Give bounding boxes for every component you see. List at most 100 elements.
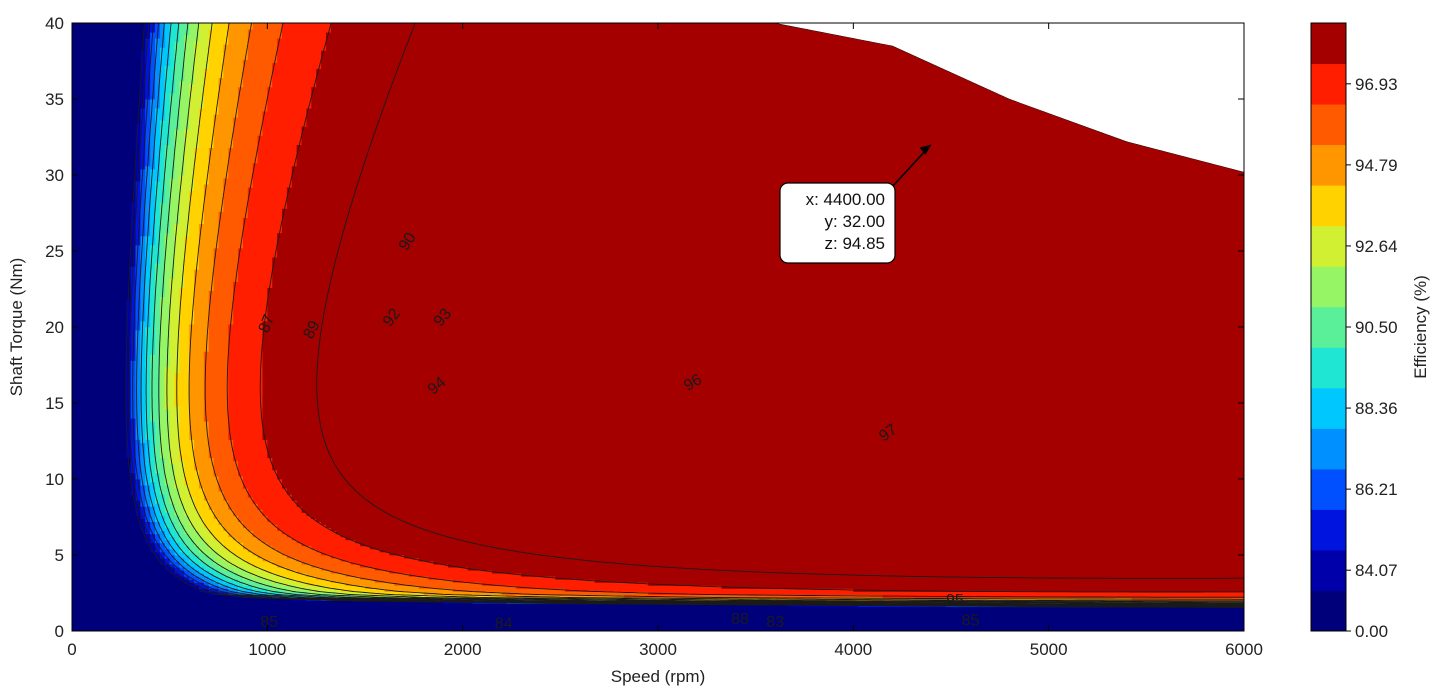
contour-band-fill — [169, 557, 176, 562]
contour-band-fill — [203, 551, 220, 556]
contour-band-fill — [184, 274, 195, 279]
contour-band-fill — [135, 253, 141, 258]
contour-band-fill — [223, 189, 249, 194]
contour-band-fill — [189, 536, 205, 541]
contour-band-fill — [135, 147, 141, 152]
contour-band-fill — [159, 433, 171, 437]
contour-band-fill — [169, 23, 181, 27]
contour-band-fill — [159, 360, 171, 364]
contour-band-fill — [72, 116, 141, 121]
contour-band-fill — [267, 594, 283, 598]
contour-band-fill — [242, 244, 278, 249]
contour-band-fill — [164, 23, 171, 27]
contour-band-fill — [262, 384, 1244, 389]
contour-band-fill — [179, 290, 195, 294]
contour-band-fill — [194, 65, 210, 69]
contour-band-fill — [174, 171, 185, 176]
contour-band-fill — [242, 68, 273, 73]
contour-band-fill — [555, 575, 1244, 580]
colorbar-title: Efficiency (%) — [1411, 275, 1430, 379]
contour-band-fill — [140, 71, 146, 76]
contour-band-fill — [203, 80, 220, 85]
contour-band-fill — [169, 490, 181, 495]
contour-band-fill — [145, 253, 151, 258]
contour-band-fill — [184, 141, 200, 145]
contour-band-fill — [247, 195, 288, 200]
contour-band-fill — [72, 86, 141, 91]
contour-band-fill — [374, 578, 454, 583]
contour-band-fill — [145, 211, 151, 215]
contour-band-fill — [140, 274, 146, 279]
contour-band-fill — [135, 290, 141, 294]
contour-band-fill — [262, 129, 303, 133]
contour-band-fill — [228, 375, 264, 380]
contour-band-fill — [267, 569, 298, 574]
contour-band-fill — [213, 125, 234, 130]
contour-band-fill — [262, 329, 1244, 334]
contour-band-fill — [252, 530, 283, 535]
contour-band-fill — [72, 168, 137, 173]
contour-band-fill — [140, 472, 146, 477]
contour-band-fill — [164, 144, 176, 149]
contour-band-fill — [228, 366, 264, 370]
contour-band-fill — [277, 238, 1244, 243]
contour-band-fill — [281, 591, 307, 595]
contour-band-fill — [155, 505, 161, 510]
contour-band-fill — [150, 287, 156, 291]
contour-band-fill — [194, 74, 205, 79]
contour-band-fill — [140, 475, 146, 480]
contour-band-fill — [242, 566, 264, 571]
contour-band-fill — [194, 159, 210, 164]
contour-band-fill — [198, 259, 215, 264]
contour-band-fill — [208, 344, 229, 349]
contour-band-fill — [272, 256, 1244, 261]
contour-band-fill — [242, 478, 283, 483]
contour-band-fill — [164, 159, 176, 164]
contour-band-fill — [140, 463, 146, 468]
contour-band-fill — [135, 299, 141, 304]
contour-band-fill — [262, 411, 1244, 416]
contour-band-fill — [179, 89, 190, 94]
contour-band-fill — [72, 396, 127, 401]
contour-band-fill — [228, 37, 249, 42]
contour-band-fill — [135, 393, 141, 398]
contour-band-fill — [145, 244, 151, 249]
contour-band-fill — [184, 250, 200, 255]
contour-band-fill — [208, 429, 229, 434]
contour-band-fill — [145, 68, 151, 73]
contour-band-fill — [213, 548, 229, 553]
contour-band-fill — [262, 390, 1244, 395]
contour-band-fill — [208, 293, 234, 297]
contour-band-fill — [189, 493, 205, 498]
contour-band-fill — [159, 296, 171, 301]
contour-band-fill — [179, 326, 190, 331]
contour-band-fill — [277, 475, 1244, 480]
contour-band-fill — [72, 71, 141, 76]
contour-band-fill — [159, 208, 171, 212]
contour-band-fill — [140, 171, 146, 176]
contour-band-fill — [140, 469, 146, 474]
contour-band-fill — [159, 548, 171, 553]
contour-band-fill — [150, 445, 156, 449]
contour-band-fill — [404, 554, 1244, 559]
contour-band-fill — [140, 177, 146, 182]
contour-band-fill — [72, 189, 137, 194]
contour-band-fill — [267, 299, 1244, 304]
contour-band-fill — [184, 469, 200, 474]
contour-band-fill — [125, 363, 132, 367]
contour-band-fill — [281, 28, 332, 33]
contour-band-fill — [150, 183, 156, 188]
contour-band-fill — [159, 533, 166, 538]
contour-band-fill — [306, 572, 347, 577]
contour-band-fill — [125, 448, 132, 453]
contour-band-fill — [174, 74, 185, 79]
colorbar-tick-label: 84.07 — [1355, 561, 1398, 580]
contour-band-fill — [140, 116, 146, 121]
contour-band-fill — [140, 347, 146, 352]
contour-band-fill — [208, 502, 229, 507]
contour-band-fill — [179, 417, 190, 422]
contour-band-fill — [164, 150, 176, 155]
contour-band-fill — [140, 296, 146, 301]
contour-band-fill — [150, 512, 156, 516]
